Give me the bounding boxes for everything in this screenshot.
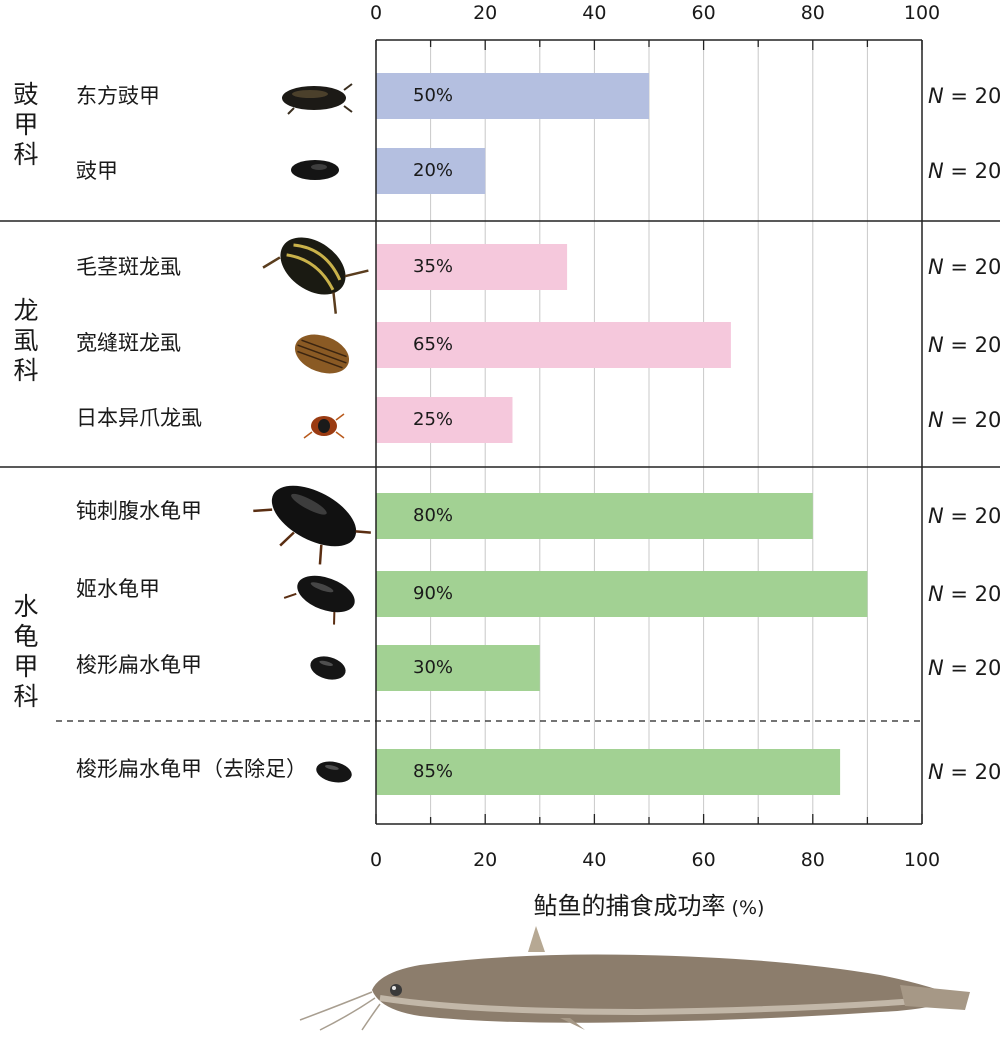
x-tick-label-bottom: 100 (903, 849, 941, 871)
beetle-hydrophilid-3-image (310, 656, 346, 680)
bar (376, 749, 841, 795)
sample-size-label: N = 20 (928, 84, 1000, 108)
bar-value-label: 80% (413, 505, 454, 526)
catfish-image (299, 926, 970, 1031)
sample-size-label: N = 20 (928, 760, 1000, 784)
species-label: 日本异爪龙虱 (76, 406, 202, 430)
species-label: 宽缝斑龙虱 (76, 331, 181, 355)
bar (376, 322, 731, 368)
bar (376, 493, 813, 539)
beetle-hydrophilid-1-image (253, 485, 371, 565)
bar (376, 148, 486, 194)
x-axis-unit: (%) (731, 897, 765, 919)
beetle-diving-2-image (294, 334, 350, 374)
x-tick-label-bottom: 40 (582, 849, 607, 871)
species-label: 梭形扁水龟甲 (76, 653, 202, 677)
bar-value-label: 25% (413, 409, 454, 430)
sample-size-label: N = 20 (928, 255, 1000, 279)
bar (376, 397, 513, 443)
x-tick-label-bottom: 60 (691, 849, 716, 871)
family-label-dytiscidae: 龙虱科 (13, 296, 39, 385)
beetle-hydrophilid-legless-image (316, 761, 352, 783)
sample-size-label: N = 20 (928, 159, 1000, 183)
family-label-hydrophilidae: 水龟甲科 (13, 592, 39, 711)
x-axis-title-text: 鲇鱼的捕食成功率 (533, 892, 726, 920)
x-tick-label-top: 40 (582, 2, 607, 24)
species-label: 姬水龟甲 (76, 577, 160, 601)
sample-size-label: N = 20 (928, 656, 1000, 680)
x-tick-label-bottom: 0 (369, 849, 383, 871)
species-label: 豉甲 (76, 159, 118, 183)
x-tick-label-top: 0 (369, 2, 383, 24)
bar (376, 645, 540, 691)
bar-value-label: 65% (413, 334, 454, 355)
species-label: 钝刺腹水龟甲 (76, 499, 202, 523)
x-tick-label-bottom: 20 (473, 849, 498, 871)
bar-value-label: 35% (413, 256, 454, 277)
chart-frame (0, 39, 1000, 825)
bar-value-label: 90% (413, 583, 454, 604)
x-tick-label-top: 100 (903, 2, 941, 24)
sample-size-label: N = 20 (928, 408, 1000, 432)
beetle-hydrophilid-2-image (283, 575, 355, 625)
x-tick-label-top: 20 (473, 2, 498, 24)
x-axis-title: 鲇鱼的捕食成功率 (%) (376, 886, 922, 921)
beetle-whirligig-2-image (291, 160, 339, 180)
x-tick-label-top: 60 (691, 2, 716, 24)
x-tick-label-top: 80 (800, 2, 825, 24)
sample-size-label: N = 20 (928, 504, 1000, 528)
bar (376, 244, 568, 290)
bar-series (376, 73, 868, 795)
illustrations (253, 83, 970, 1031)
sample-size-label: N = 20 (928, 582, 1000, 606)
species-label: 梭形扁水龟甲（去除足） (76, 757, 307, 781)
beetle-whirligig-1-image (282, 83, 353, 115)
bar-value-label: 20% (413, 160, 454, 181)
family-label-gyrinidae: 豉甲科 (13, 80, 39, 169)
bar-value-label: 85% (413, 761, 454, 782)
x-tick-label-bottom: 80 (800, 849, 825, 871)
bar (376, 571, 868, 617)
bar-value-label: 50% (413, 85, 454, 106)
beetle-diving-1-image (262, 237, 369, 314)
sample-size-label: N = 20 (928, 333, 1000, 357)
beetle-diving-3-image (303, 413, 345, 439)
bar (376, 73, 649, 119)
species-label: 毛茎斑龙虱 (76, 255, 181, 279)
species-label: 东方豉甲 (76, 84, 160, 108)
bar-value-label: 30% (413, 657, 454, 678)
